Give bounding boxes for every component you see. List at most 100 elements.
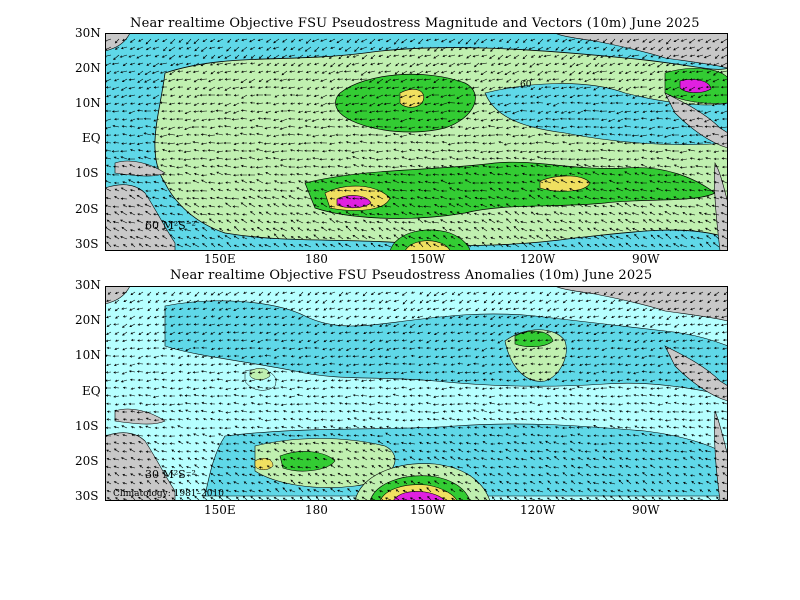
wind-vector-arrow bbox=[210, 363, 216, 366]
wind-vector-arrow bbox=[546, 330, 552, 334]
wind-vector-arrow bbox=[583, 117, 592, 121]
wind-vector-arrow bbox=[360, 164, 368, 168]
wind-vector-arrow bbox=[608, 442, 616, 445]
wind-vector-arrow bbox=[647, 62, 656, 67]
wind-vector-arrow bbox=[352, 497, 360, 501]
wind-vector-arrow bbox=[583, 164, 592, 168]
wind-vector-arrow bbox=[138, 38, 144, 42]
wind-vector-arrow bbox=[650, 157, 656, 161]
wind-vector-arrow bbox=[712, 38, 720, 43]
wind-vector-arrow bbox=[153, 465, 160, 469]
wind-vector-arrow bbox=[353, 425, 360, 429]
wind-vector-arrow bbox=[177, 355, 184, 359]
wind-vector-arrow bbox=[401, 221, 408, 224]
wind-vector-arrow bbox=[713, 234, 720, 240]
wind-vector-arrow bbox=[569, 497, 576, 501]
wind-vector-arrow bbox=[258, 211, 264, 216]
wind-vector-arrow bbox=[346, 299, 352, 302]
wind-vector-arrow bbox=[321, 402, 328, 405]
wind-vector-arrow bbox=[304, 110, 312, 114]
wind-vector-arrow bbox=[393, 173, 400, 176]
wind-vector-arrow bbox=[417, 54, 424, 59]
wind-vector-arrow bbox=[186, 426, 191, 430]
wind-vector-arrow bbox=[648, 126, 656, 130]
wind-vector-arrow bbox=[665, 449, 672, 453]
wind-vector-arrow bbox=[418, 458, 424, 461]
wind-vector-arrow bbox=[656, 70, 664, 74]
wind-vector-arrow bbox=[216, 70, 224, 74]
wind-vector-arrow bbox=[713, 94, 720, 97]
wind-vector-arrow bbox=[408, 442, 416, 445]
wind-vector-arrow bbox=[272, 46, 280, 50]
wind-vector-arrow bbox=[713, 70, 720, 76]
wind-vector-arrow bbox=[555, 496, 560, 501]
wind-vector-arrow bbox=[631, 221, 640, 224]
wind-vector-arrow bbox=[354, 86, 360, 90]
wind-vector-arrow bbox=[681, 346, 688, 350]
wind-vector-arrow bbox=[193, 339, 200, 343]
wind-vector-arrow bbox=[330, 481, 336, 485]
wind-vector-arrow bbox=[439, 212, 448, 216]
wind-vector-arrow bbox=[458, 323, 464, 326]
wind-vector-arrow bbox=[257, 347, 264, 350]
wind-vector-arrow bbox=[458, 181, 464, 185]
wind-vector-arrow bbox=[650, 450, 656, 453]
wind-vector-arrow bbox=[441, 86, 448, 89]
wind-vector-arrow bbox=[537, 363, 544, 366]
wind-vector-arrow bbox=[562, 472, 568, 477]
top-lon-label-90w: 90W bbox=[632, 252, 660, 266]
wind-vector-arrow bbox=[689, 449, 696, 453]
wind-vector-arrow bbox=[122, 482, 128, 485]
wind-vector-arrow bbox=[146, 495, 152, 501]
wind-vector-arrow bbox=[705, 433, 712, 437]
wind-vector-arrow bbox=[673, 196, 680, 200]
wind-vector-arrow bbox=[673, 449, 680, 453]
wind-vector-arrow bbox=[241, 149, 248, 153]
wind-vector-arrow bbox=[528, 46, 536, 50]
wind-vector-arrow bbox=[664, 211, 672, 216]
wind-vector-arrow bbox=[617, 315, 624, 318]
wind-vector-arrow bbox=[546, 242, 552, 248]
wind-vector-arrow bbox=[167, 142, 176, 145]
wind-vector-arrow bbox=[239, 156, 248, 160]
wind-vector-arrow bbox=[225, 418, 232, 421]
wind-vector-arrow bbox=[440, 149, 448, 152]
wind-vector-arrow bbox=[401, 109, 408, 112]
wind-vector-arrow bbox=[705, 149, 712, 153]
wind-vector-arrow bbox=[152, 46, 160, 50]
wind-vector-arrow bbox=[122, 418, 128, 421]
wind-vector-arrow bbox=[698, 434, 704, 438]
wind-vector-arrow bbox=[577, 457, 584, 461]
wind-vector-arrow bbox=[305, 38, 312, 44]
wind-vector-arrow bbox=[162, 394, 168, 398]
wind-vector-arrow bbox=[546, 472, 552, 477]
wind-vector-arrow bbox=[610, 331, 616, 334]
wind-vector-arrow bbox=[122, 450, 128, 453]
wind-vector-arrow bbox=[713, 440, 720, 445]
wind-vector-arrow bbox=[716, 496, 720, 501]
wind-vector-arrow bbox=[377, 417, 384, 421]
wind-vector-arrow bbox=[281, 54, 288, 59]
wind-vector-arrow bbox=[265, 227, 272, 232]
wind-vector-arrow bbox=[186, 386, 192, 389]
wind-vector-arrow bbox=[393, 450, 400, 454]
wind-vector-arrow bbox=[106, 236, 112, 240]
wind-vector-arrow bbox=[154, 205, 160, 208]
wind-vector-arrow bbox=[530, 426, 536, 429]
wind-vector-arrow bbox=[721, 165, 728, 169]
wind-vector-arrow bbox=[450, 346, 456, 350]
wind-vector-arrow bbox=[464, 386, 472, 390]
wind-vector-arrow bbox=[442, 307, 448, 311]
wind-vector-arrow bbox=[330, 331, 336, 334]
wind-vector-arrow bbox=[167, 126, 176, 130]
wind-vector-arrow bbox=[658, 78, 664, 81]
wind-vector-arrow bbox=[562, 94, 568, 98]
wind-vector-arrow bbox=[513, 379, 520, 382]
wind-vector-arrow bbox=[186, 465, 192, 469]
wind-vector-arrow bbox=[458, 227, 464, 232]
wind-vector-arrow bbox=[226, 347, 232, 350]
wind-vector-arrow bbox=[240, 409, 248, 413]
wind-vector-arrow bbox=[271, 150, 280, 154]
wind-vector-arrow bbox=[186, 479, 192, 485]
wind-vector-arrow bbox=[258, 441, 264, 445]
